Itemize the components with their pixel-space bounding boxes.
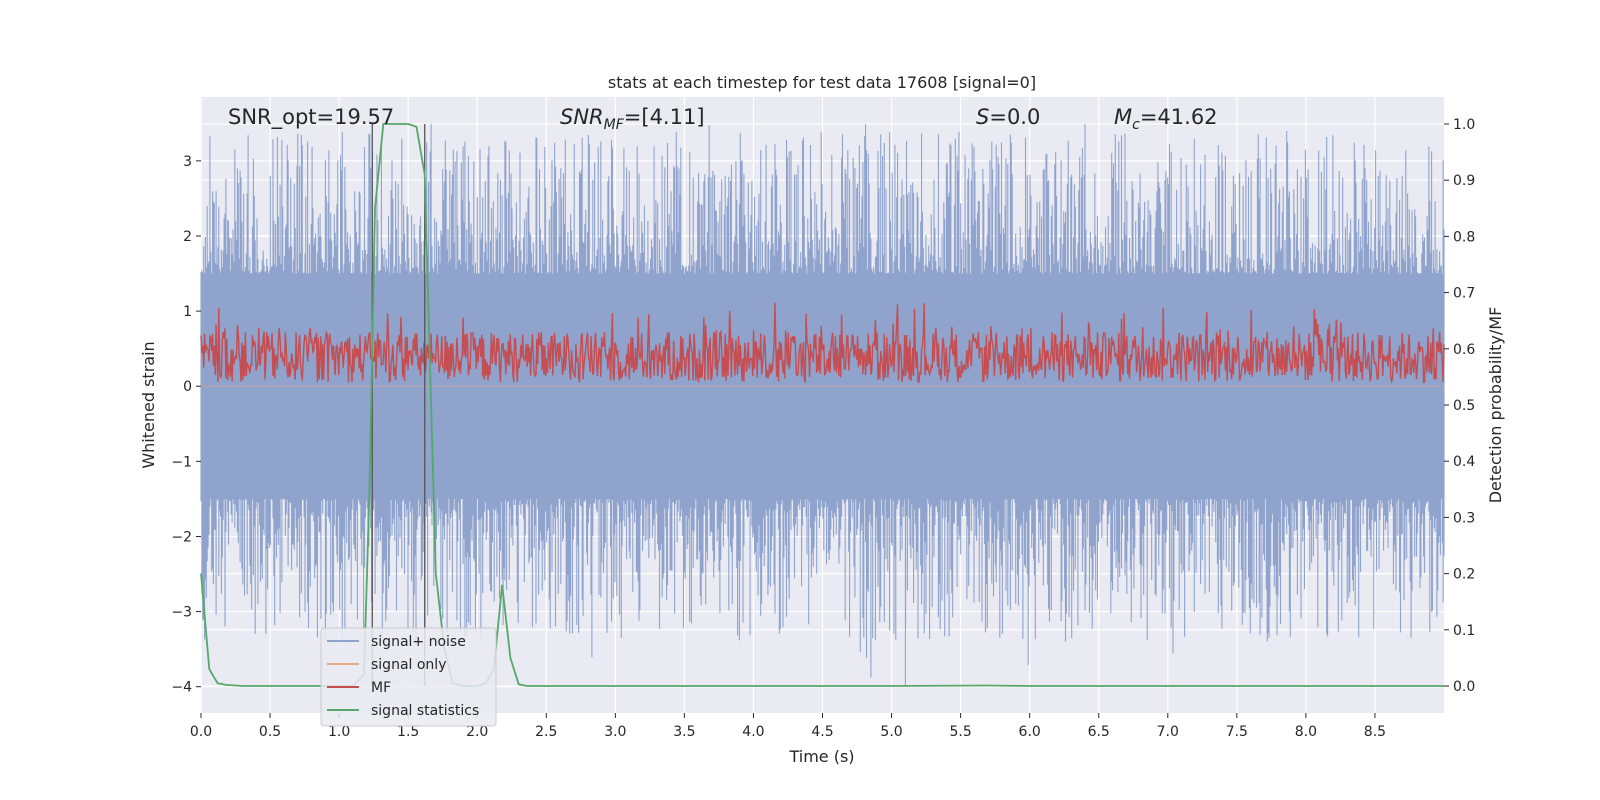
x-tick-label: 7.0 (1157, 724, 1179, 740)
y2-tick-label: 0.0 (1453, 679, 1475, 695)
x-tick-label: 3.5 (673, 724, 695, 740)
x-tick-label: 8.5 (1364, 724, 1386, 740)
x-tick-label: 5.0 (880, 724, 902, 740)
y-tick-label: 2 (183, 229, 192, 245)
legend-box (320, 627, 497, 727)
y-tick-label: −3 (171, 605, 192, 621)
y-tick-label: 1 (183, 304, 192, 320)
x-tick-label: 5.5 (949, 724, 971, 740)
y2-tick-label: 0.7 (1453, 286, 1475, 302)
y-tick-label: 3 (183, 154, 192, 170)
mc-value: =41.62 (1140, 105, 1218, 129)
x-axis-ticks: 0.0 0.5 1.0 1.5 2.0 2.5 3.0 3.5 4.0 4.5 5.0 5.5 6.0 6… (190, 713, 1386, 740)
s-symbol: S (976, 105, 989, 129)
y2-tick-label: 0.9 (1453, 173, 1475, 189)
chart-title: stats at each timestep for test data 176… (608, 73, 1036, 92)
y-tick-label: −4 (171, 680, 192, 696)
y2-axis-ticks: 1.0 0.9 0.8 0.7 0.6 0.5 0.4 0.3 0.2 0.1 0.0 (1444, 117, 1475, 695)
snr-mf-subscript: MF (604, 117, 625, 133)
y2-tick-label: 0.4 (1453, 454, 1475, 470)
y2-axis-label: Detection probability/MF (1486, 307, 1505, 504)
y2-tick-label: 0.5 (1453, 398, 1475, 414)
x-tick-label: 6.5 (1088, 724, 1110, 740)
s-value: =0.0 (989, 105, 1040, 129)
y2-tick-label: 0.8 (1453, 229, 1475, 245)
y-tick-label: 0 (183, 379, 192, 395)
y2-tick-label: 1.0 (1453, 117, 1475, 133)
y2-tick-label: 0.6 (1453, 342, 1475, 358)
annotation-mc: Mc=41.62 (1114, 105, 1218, 133)
annotation-s: S=0.0 (976, 105, 1040, 129)
legend: signal+ noise signal only MF signal stat… (320, 627, 497, 727)
x-tick-label: 2.0 (466, 724, 488, 740)
x-tick-label: 0.0 (190, 724, 212, 740)
snr-mf-value: =[4.11] (624, 105, 705, 129)
x-tick-label: 2.5 (535, 724, 557, 740)
snr-mf-symbol: SNR (560, 105, 604, 129)
x-axis-label: Time (s) (788, 747, 854, 766)
x-tick-label: 7.5 (1226, 724, 1248, 740)
y-tick-label: −2 (171, 529, 192, 545)
annotation-snr-opt: SNR_opt=19.57 (228, 105, 394, 130)
x-tick-label: 1.5 (397, 724, 419, 740)
x-tick-label: 1.0 (328, 724, 350, 740)
x-tick-label: 0.5 (259, 724, 281, 740)
legend-label-signal-statistics: signal statistics (371, 703, 479, 719)
y2-tick-label: 0.2 (1453, 567, 1475, 583)
x-tick-label: 8.0 (1295, 724, 1317, 740)
mf-line (200, 302, 1445, 384)
x-tick-label: 4.5 (811, 724, 833, 740)
annotation-snr-mf: SNRMF=[4.11] (560, 105, 705, 133)
y-axis-label: Whitened strain (139, 341, 158, 468)
mc-subscript: c (1132, 117, 1140, 133)
x-tick-label: 3.0 (604, 724, 626, 740)
legend-label-signal-noise: signal+ noise (371, 634, 466, 650)
y-tick-label: −1 (171, 454, 192, 470)
y2-tick-label: 0.1 (1453, 623, 1475, 639)
y-axis-ticks: 3 2 1 0 −1 −2 −3 −4 (171, 154, 201, 696)
legend-label-mf: MF (371, 680, 391, 696)
mc-symbol: M (1114, 105, 1132, 129)
x-tick-label: 6.0 (1019, 724, 1041, 740)
legend-label-signal-only: signal only (371, 657, 446, 673)
vertical-markers (371, 123, 426, 687)
y2-tick-label: 0.3 (1453, 510, 1475, 526)
mf-series (200, 302, 1445, 384)
x-tick-label: 4.0 (742, 724, 764, 740)
